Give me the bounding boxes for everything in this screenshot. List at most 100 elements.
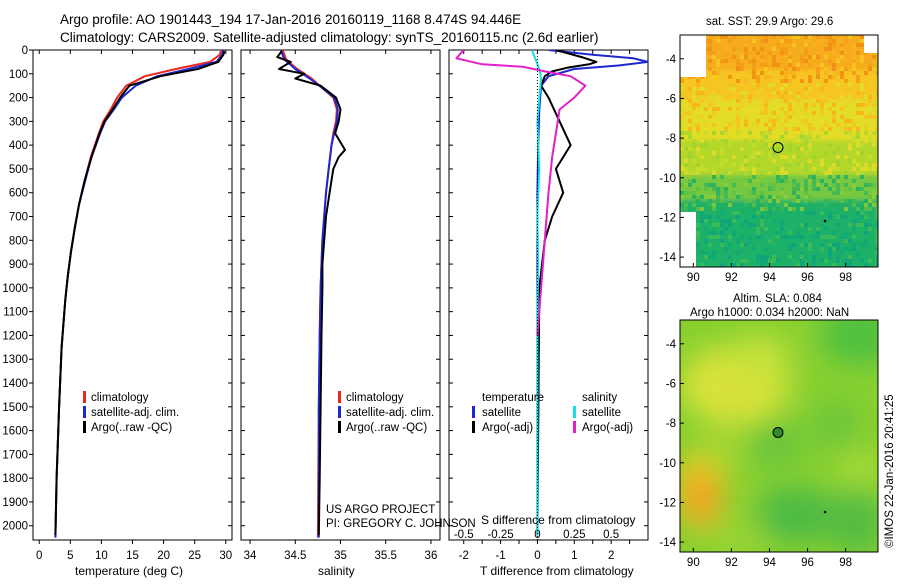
sst-pixel (760, 151, 764, 155)
sst-pixel (860, 223, 864, 227)
sst-pixel (868, 195, 872, 199)
sst-pixel (776, 55, 780, 59)
sst-pixel (804, 211, 808, 215)
sst-pixel (756, 55, 760, 59)
sst-pixel (700, 167, 704, 171)
sst-pixel (848, 175, 852, 179)
x-tick-label: 5 (67, 550, 73, 562)
sst-pixel (828, 59, 832, 63)
sst-pixel (800, 263, 804, 267)
sst-pixel (780, 123, 784, 127)
sst-pixel (788, 67, 792, 71)
sst-pixel (812, 99, 816, 103)
sst-pixel (844, 239, 848, 243)
sst-pixel (784, 55, 788, 59)
sst-pixel (856, 99, 860, 103)
sst-pixel (832, 203, 836, 207)
sst-pixel (744, 171, 748, 175)
sst-pixel (700, 143, 704, 147)
sst-pixel (848, 219, 852, 223)
sst-pixel (820, 99, 824, 103)
sst-pixel (840, 47, 844, 51)
sst-pixel (708, 195, 712, 199)
sst-pixel (708, 39, 712, 43)
sst-pixel (780, 95, 784, 99)
sst-pixel (704, 83, 708, 87)
sst-pixel (784, 195, 788, 199)
sst-pixel (876, 171, 878, 175)
sst-pixel (792, 119, 796, 123)
sst-pixel (856, 107, 860, 111)
sst-pixel (780, 47, 784, 51)
sst-pixel (768, 127, 772, 131)
legend-swatch-s-argo (573, 421, 576, 433)
sst-pixel (728, 215, 732, 219)
sst-pixel (836, 71, 840, 75)
sst-pixel (680, 155, 684, 159)
sst-pixel (876, 163, 878, 167)
sst-pixel (788, 143, 792, 147)
sla-blob (695, 432, 745, 468)
sst-pixel (768, 187, 772, 191)
sst-pixel (828, 75, 832, 79)
sst-pixel (740, 87, 744, 91)
sst-pixel (860, 95, 864, 99)
sst-pixel (860, 243, 864, 247)
sst-pixel (860, 75, 864, 79)
sst-pixel (796, 183, 800, 187)
sst-pixel (688, 131, 692, 135)
sst-pixel (852, 183, 856, 187)
sst-pixel (792, 223, 796, 227)
sst-pixel (692, 87, 696, 91)
sst-pixel (816, 207, 820, 211)
sst-pixel (832, 115, 836, 119)
sst-pixel (808, 75, 812, 79)
sst-pixel (812, 179, 816, 183)
sst-pixel (820, 243, 824, 247)
sst-pixel (720, 95, 724, 99)
series-line-satellite-adj-clim- (279, 50, 339, 538)
sst-pixel (720, 223, 724, 227)
sst-pixel (724, 243, 728, 247)
sst-pixel (688, 175, 692, 179)
sst-pixel (784, 131, 788, 135)
sst-pixel (712, 183, 716, 187)
sst-pixel (764, 151, 768, 155)
sst-pixel (724, 135, 728, 139)
sst-pixel (760, 207, 764, 211)
sst-pixel (816, 39, 820, 43)
sst-pixel (800, 255, 804, 259)
sst-pixel (696, 91, 700, 95)
sst-pixel (776, 171, 780, 175)
sst-pixel (716, 263, 720, 267)
sst-pixel (772, 239, 776, 243)
sst-pixel (696, 103, 700, 107)
sst-pixel (824, 119, 828, 123)
sst-pixel (776, 203, 780, 207)
sst-pixel (784, 179, 788, 183)
sst-pixel (860, 55, 864, 59)
map-y-tick-label: -14 (659, 537, 676, 549)
sst-pixel (848, 135, 852, 139)
sst-pixel (872, 67, 876, 71)
sst-pixel (712, 139, 716, 143)
legend-label-argo: Argo(..raw -QC) (91, 422, 172, 434)
sst-pixel (772, 207, 776, 211)
sst-pixel (856, 143, 860, 147)
sst-pixel (816, 171, 820, 175)
series-line-climatology (281, 50, 338, 538)
sst-pixel (728, 83, 732, 87)
sst-pixel (864, 167, 868, 171)
sst-pixel (808, 255, 812, 259)
map-y-tick-label: -8 (666, 418, 676, 430)
sst-pixel (728, 175, 732, 179)
sst-pixel (764, 247, 768, 251)
legend-label-climatology: climatology (91, 392, 149, 404)
sst-pixel (788, 247, 792, 251)
sst-pixel (820, 235, 824, 239)
sst-pixel (740, 255, 744, 259)
sst-pixel (700, 79, 704, 83)
sst-pixel (792, 215, 796, 219)
sst-pixel (724, 227, 728, 231)
sst-pixel (864, 199, 868, 203)
